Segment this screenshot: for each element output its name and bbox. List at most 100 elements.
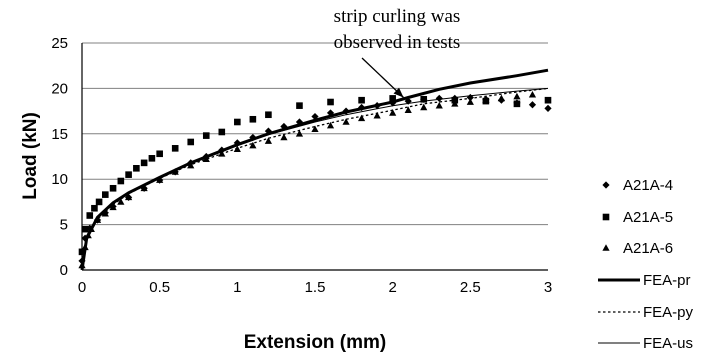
x-tick-3: 3 [544,279,552,296]
series-FEA-pr [80,68,549,271]
series-marks [78,68,552,271]
point-A21A-6-7 [117,198,125,205]
point-A21A-5-20 [296,102,303,109]
point-A21A-5-5 [102,191,109,198]
y-tick-labels: 0 5 10 15 20 25 [51,35,68,279]
point-A21A-4-33 [544,104,552,112]
series-line-FEA-py [81,87,549,271]
x-axis-label: Extension (mm) [244,332,387,353]
point-A21A-5-4 [95,198,103,206]
point-A21A-6-20 [311,125,319,133]
point-A21A-6-29 [451,100,459,107]
series-FEA-py [81,87,549,271]
series-FEA-us [81,87,549,271]
annotation-arrowhead [393,87,404,98]
point-A21A-6-21 [326,121,335,129]
legend-label-A21A-6: A21A-6 [623,240,673,257]
point-A21A-5-9 [133,165,140,172]
y-tick-20: 20 [51,80,68,97]
point-A21A-6-16 [249,141,257,149]
point-A21A-6-31 [482,96,490,104]
point-A21A-5-28 [544,96,552,104]
legend-label-A21A-4: A21A-4 [623,177,673,194]
point-A21A-5-18 [249,115,257,123]
point-A21A-5-24 [420,95,428,103]
point-A21A-6-18 [280,133,288,141]
point-A21A-4-26 [435,94,443,102]
legend-label-FEA-us: FEA-us [643,335,693,352]
point-A21A-5-10 [140,159,148,167]
annotation-line-2: observed in tests [334,32,461,53]
point-A21A-5-16 [218,128,226,136]
point-A21A-6-22 [342,118,350,125]
annotation: strip curling was observed in tests [334,6,461,98]
point-A21A-5-11 [148,155,156,162]
point-A21A-6-26 [404,106,412,113]
y-tick-15: 15 [51,126,68,143]
grid-lines [82,42,548,226]
legend-box [578,176,708,358]
y-tick-5: 5 [60,217,68,234]
point-A21A-5-19 [265,111,272,119]
legend-label-FEA-py: FEA-py [643,304,694,321]
point-A21A-6-27 [420,103,428,111]
point-A21A-5-8 [125,171,132,178]
legend-label-FEA-pr: FEA-pr [643,272,691,289]
y-tick-25: 25 [51,35,68,52]
point-A21A-6-9 [140,184,148,192]
point-A21A-5-22 [358,96,365,104]
y-tick-10: 10 [51,171,68,188]
x-tick-0: 0 [78,279,86,296]
legend: A21A-4 A21A-5 A21A-6 FEA-pr FEA-py FEA-us [578,176,708,358]
point-A21A-5-23 [389,95,396,102]
point-A21A-4-32 [528,101,537,109]
point-A21A-5-6 [109,184,117,192]
point-A21A-5-0 [78,248,86,256]
point-A21A-5-21 [327,98,334,106]
point-A21A-6-10 [156,176,164,183]
point-A21A-6-6 [109,203,117,211]
point-A21A-6-5 [101,209,109,217]
x-tick-1.5: 1.5 [305,279,326,296]
legend-label-A21A-5: A21A-5 [623,209,673,226]
legend-marker-A21A-6 [602,244,610,251]
x-tick-2: 2 [388,279,396,296]
point-A21A-6-25 [389,109,397,116]
x-tick-2.5: 2.5 [460,279,481,296]
annotation-line-1: strip curling was [334,6,461,27]
point-A21A-5-7 [117,177,125,185]
x-tick-0.5: 0.5 [149,279,170,296]
point-A21A-6-12 [187,161,195,169]
point-A21A-5-12 [156,150,163,158]
point-A21A-5-1 [81,225,89,233]
point-A21A-6-34 [528,90,537,98]
point-A21A-6-24 [373,111,381,119]
legend-marker-A21A-5 [602,213,610,221]
point-A21A-6-28 [435,101,443,109]
y-tick-0: 0 [60,262,68,279]
point-A21A-6-30 [466,98,474,105]
point-A21A-5-14 [187,138,195,146]
point-A21A-6-19 [295,130,304,137]
point-A21A-5-15 [202,132,210,139]
point-A21A-6-17 [264,137,272,144]
point-A21A-6-33 [513,92,521,100]
legend-marker-A21A-4 [602,181,610,189]
point-A21A-6-8 [125,193,133,201]
y-axis-label: Load (kN) [20,112,41,200]
point-A21A-6-23 [358,114,366,122]
point-A21A-5-27 [513,100,521,108]
point-A21A-4-24 [404,97,412,105]
point-A21A-5-13 [171,145,179,152]
point-A21A-5-3 [91,204,98,212]
series-A21A-5 [78,95,552,256]
point-A21A-4-15 [264,127,272,135]
x-tick-1: 1 [233,279,241,296]
point-A21A-5-17 [234,118,241,126]
series-line-FEA-us [81,87,549,271]
point-A21A-5-2 [86,212,94,219]
point-A21A-6-32 [497,94,505,102]
x-tick-labels: 0 0.5 1 1.5 2 2.5 3 [78,279,552,296]
series-line-FEA-pr [80,68,549,271]
